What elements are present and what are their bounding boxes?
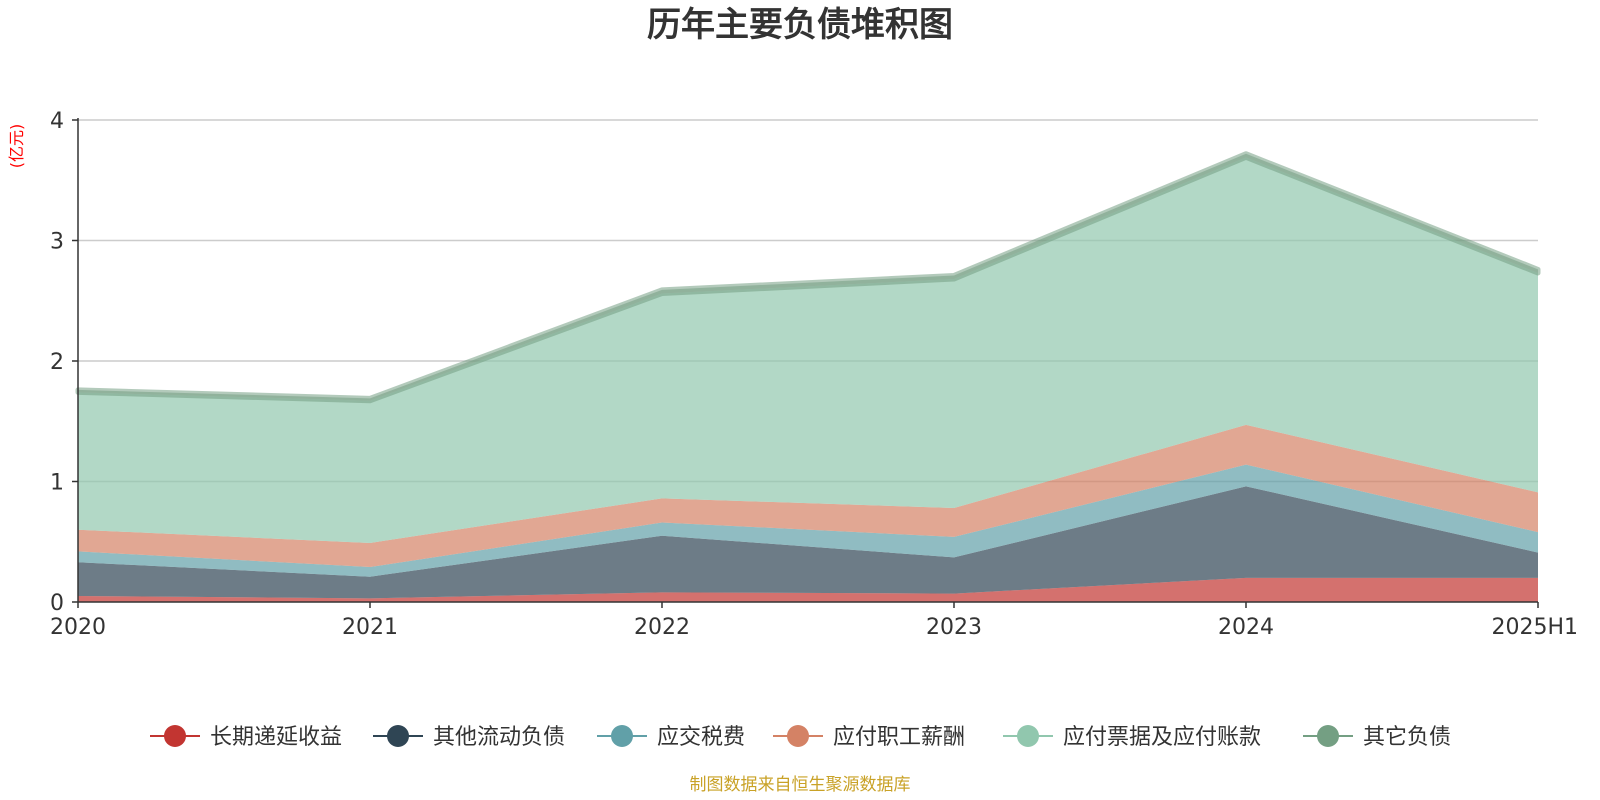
legend-item-4[interactable]: 应付票据及应付账款 [1003, 725, 1261, 750]
legend-label: 应付职工薪酬 [833, 725, 965, 750]
legend-label: 其他流动负债 [433, 725, 565, 750]
legend-label: 长期递延收益 [210, 725, 342, 750]
legend-label: 其它负债 [1363, 725, 1451, 750]
y-tick-label: 3 [50, 230, 64, 255]
x-tick-label: 2023 [926, 615, 982, 640]
area-5[interactable] [75, 151, 1541, 404]
y-tick-label: 1 [50, 471, 64, 496]
x-tick-label: 2025H1 [1491, 615, 1578, 640]
legend-item-3[interactable]: 应付职工薪酬 [773, 725, 965, 750]
legend-item-1[interactable]: 其他流动负债 [373, 725, 565, 750]
legend-marker [787, 725, 809, 747]
area-0[interactable] [78, 577, 1538, 602]
legend-marker [164, 725, 186, 747]
legend-item-5[interactable]: 其它负债 [1303, 725, 1451, 750]
x-tick-label: 2020 [50, 615, 106, 640]
legend[interactable]: 长期递延收益 其他流动负债 应交税费 应付职工薪酬 应付票据及应付账款 其它负债 [150, 725, 1451, 750]
area-1[interactable] [78, 486, 1538, 599]
legend-marker [1317, 725, 1339, 747]
legend-item-0[interactable]: 长期递延收益 [150, 725, 342, 750]
area-series [75, 151, 1541, 602]
y-tick-label: 4 [50, 109, 64, 134]
y-axis-unit: (亿元) [7, 124, 26, 169]
area-3[interactable] [78, 424, 1538, 568]
x-tick-label: 2021 [342, 615, 398, 640]
area-4[interactable] [78, 157, 1538, 543]
axes: 0 1 2 3 4 2020 2021 2022 2023 2024 2025H1 [50, 109, 1578, 640]
y-tick-label: 2 [50, 350, 64, 375]
x-tick-label: 2022 [634, 615, 690, 640]
legend-marker [611, 725, 633, 747]
legend-label: 应交税费 [657, 725, 745, 750]
legend-marker [387, 725, 409, 747]
legend-item-2[interactable]: 应交税费 [597, 725, 745, 750]
x-tick-label: 2024 [1218, 615, 1274, 640]
legend-label: 应付票据及应付账款 [1063, 725, 1261, 750]
area-2[interactable] [78, 464, 1538, 577]
legend-marker [1017, 725, 1039, 747]
source-note: 制图数据来自恒生聚源数据库 [690, 775, 911, 795]
chart-title: 历年主要负债堆积图 [647, 5, 953, 45]
y-tick-label: 0 [50, 591, 64, 616]
